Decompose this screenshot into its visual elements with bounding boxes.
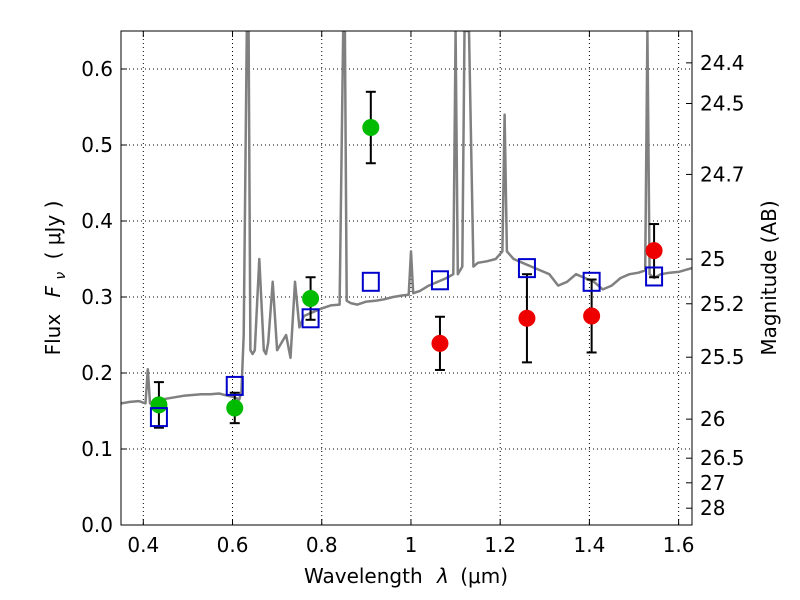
y-axis-label-subscript: ν <box>53 272 69 280</box>
y-tick-label: 0.2 <box>81 361 113 385</box>
data-point <box>645 242 663 260</box>
y2-tick-label: 27 <box>700 471 725 495</box>
y2-tick-label: 26 <box>700 407 725 431</box>
x-axis-label-symbol: λ <box>436 564 449 588</box>
y-axis-label-unit: ( μJy ) <box>41 201 65 260</box>
data-point <box>302 290 320 308</box>
y-axis-label-symbol: F <box>41 285 65 297</box>
model-square-point <box>301 308 320 329</box>
y2-tick-label: 25.2 <box>700 292 745 316</box>
y2-tick-label: 28 <box>700 496 725 520</box>
x-axis-label-text: Wavelength <box>304 564 423 588</box>
y-tick-label: 0.6 <box>81 57 113 81</box>
x-tick-label: 1.2 <box>484 533 516 557</box>
y-tick-label: 0.3 <box>81 285 113 309</box>
model-square-point <box>361 271 380 292</box>
y-tick-label: 0.5 <box>81 133 113 157</box>
x-axis-label-unit: (μm) <box>460 564 508 588</box>
data-point <box>583 307 601 325</box>
x-tick-label: 1.4 <box>573 533 605 557</box>
x-tick-label: 0.8 <box>306 533 338 557</box>
markers <box>149 119 664 428</box>
spectrum-line <box>121 31 692 405</box>
model-square-point <box>517 258 536 279</box>
spectrum-polyline <box>121 31 692 405</box>
model-square-point <box>430 270 449 291</box>
x-tick-label: 1.6 <box>663 533 695 557</box>
y-tick-label: 0.4 <box>81 209 113 233</box>
y2-tick-label: 24.7 <box>700 162 745 186</box>
data-point <box>518 309 536 327</box>
model-square-point <box>225 375 244 396</box>
plot-frame <box>120 30 693 526</box>
x-axis-label: Wavelength λ (μm) <box>304 564 508 588</box>
grid <box>121 31 692 526</box>
x-tick-label: 0.4 <box>127 533 159 557</box>
y2-axis-label: Magnitude (AB) <box>757 200 781 355</box>
data-point <box>226 399 244 417</box>
model-square-point <box>582 271 601 292</box>
data-point <box>431 334 449 352</box>
data-point <box>150 396 168 414</box>
y2-tick-label: 24.4 <box>700 51 745 75</box>
y2-tick-label: 25 <box>700 247 725 271</box>
x-tick-label: 0.6 <box>217 533 249 557</box>
y-axis-label: Flux F ν ( μJy ) <box>41 201 70 356</box>
model-square-point <box>149 407 168 428</box>
y2-tick-label: 24.5 <box>700 92 745 116</box>
x-tick-label: 1 <box>405 533 418 557</box>
model-square-point <box>645 266 664 287</box>
y-axis-label-text: Flux <box>41 314 65 356</box>
ticks: 0.4 0.6 0.8 1 1.2 1.4 1.6 0.0 0.1 0.2 0.3 0.4 0.5 0.6… <box>81 31 745 557</box>
y-tick-label: 0.0 <box>81 513 113 537</box>
y-tick-label: 0.1 <box>81 437 113 461</box>
data-point <box>362 119 380 137</box>
y2-tick-label: 25.5 <box>700 345 745 369</box>
y2-tick-label: 26.5 <box>700 446 745 470</box>
